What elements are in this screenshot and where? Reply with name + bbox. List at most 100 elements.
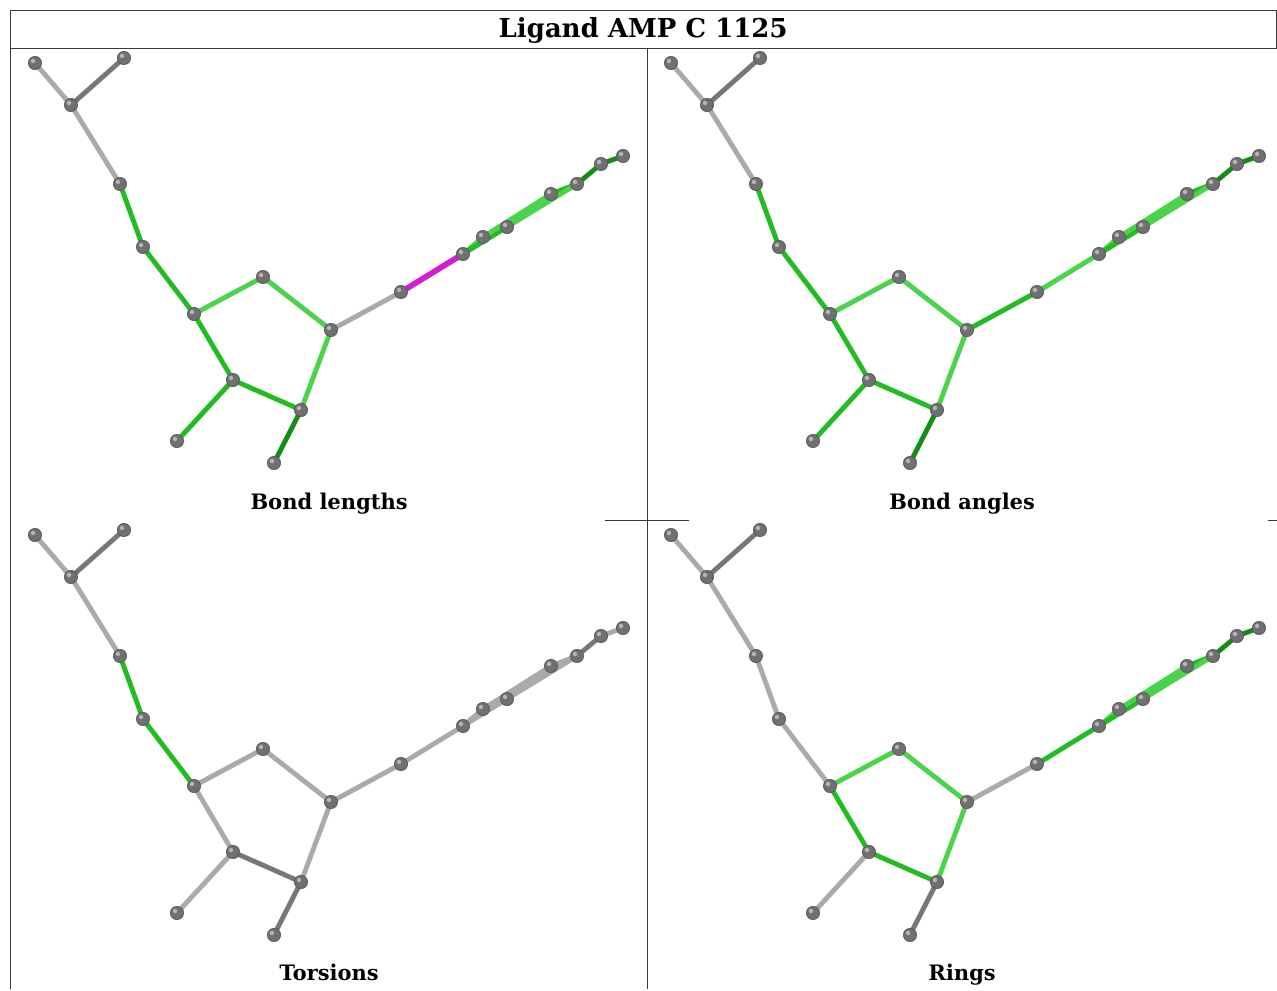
caption-torsions: Torsions	[279, 960, 379, 985]
bond	[1116, 663, 1190, 712]
bond	[1034, 251, 1102, 295]
atom	[862, 845, 876, 859]
atom	[544, 659, 558, 673]
atom-highlight	[702, 100, 708, 106]
atom	[903, 456, 917, 470]
atom	[1206, 649, 1220, 663]
panel-bond-angles: Bond angles	[648, 49, 1277, 519]
atom	[1180, 659, 1194, 673]
bond	[398, 723, 466, 767]
atom-highlight	[138, 714, 144, 720]
atom-highlight	[596, 159, 602, 165]
atom	[324, 795, 338, 809]
bond	[704, 102, 759, 187]
atom-highlight	[774, 242, 780, 248]
bond	[964, 289, 1040, 333]
bond	[907, 879, 940, 938]
bond	[827, 783, 872, 855]
bond	[810, 377, 872, 444]
bond	[260, 274, 334, 333]
bond	[191, 311, 236, 383]
atom	[892, 742, 906, 756]
atom	[806, 906, 820, 920]
atom	[753, 523, 767, 537]
atom-highlight	[172, 908, 178, 914]
atom-highlight	[502, 222, 508, 228]
atom-highlight	[478, 232, 484, 238]
atom-highlight	[1094, 721, 1100, 727]
atom	[64, 570, 78, 584]
atom	[187, 307, 201, 321]
atom-highlight	[296, 877, 302, 883]
atom	[823, 307, 837, 321]
atom	[117, 523, 131, 537]
atom-highlight	[138, 242, 144, 248]
bond	[140, 244, 197, 317]
atom-highlight	[666, 530, 672, 536]
atom-highlight	[1114, 232, 1120, 238]
atom	[170, 434, 184, 448]
atom	[1180, 187, 1194, 201]
bond	[776, 716, 833, 789]
bond	[298, 327, 334, 413]
atom-highlight	[905, 930, 911, 936]
atom-highlight	[1208, 179, 1214, 185]
bond	[230, 849, 304, 885]
atom	[1136, 220, 1150, 234]
atom-highlight	[932, 405, 938, 411]
atom	[28, 56, 42, 70]
atom-highlight	[1094, 249, 1100, 255]
bond	[1140, 181, 1216, 230]
bond	[328, 761, 404, 805]
atom-highlight	[478, 704, 484, 710]
atom	[753, 51, 767, 65]
table-left-border	[10, 10, 11, 989]
atom	[28, 528, 42, 542]
atom	[456, 719, 470, 733]
bond	[896, 746, 970, 805]
atom	[267, 456, 281, 470]
atom	[500, 220, 514, 234]
atom	[226, 373, 240, 387]
bond	[480, 191, 554, 240]
molecule-rings	[664, 523, 1266, 942]
atom	[960, 323, 974, 337]
atom	[772, 712, 786, 726]
atom-highlight	[458, 721, 464, 727]
atom-highlight	[396, 287, 402, 293]
atom	[394, 285, 408, 299]
atom-highlight	[1032, 287, 1038, 293]
atom	[1230, 157, 1244, 171]
atom	[1112, 230, 1126, 244]
bond	[827, 746, 902, 789]
atom	[64, 98, 78, 112]
bond	[753, 181, 782, 250]
bond	[398, 251, 466, 295]
bond	[68, 55, 127, 108]
atom	[294, 875, 308, 889]
atom-highlight	[502, 694, 508, 700]
atom	[700, 98, 714, 112]
table-top-border	[10, 10, 1277, 11]
atom	[664, 56, 678, 70]
bond	[174, 377, 236, 444]
atom-highlight	[258, 744, 264, 750]
atom-highlight	[1254, 623, 1260, 629]
bond	[480, 663, 554, 712]
bond	[1034, 723, 1102, 767]
atom	[892, 270, 906, 284]
column-divider	[647, 48, 648, 989]
atom	[294, 403, 308, 417]
atom-highlight	[115, 179, 121, 185]
atom	[256, 270, 270, 284]
bond	[117, 653, 146, 722]
atom-highlight	[618, 151, 624, 157]
atom	[1030, 757, 1044, 771]
atom	[772, 240, 786, 254]
atom	[1092, 247, 1106, 261]
title-divider	[10, 48, 1277, 49]
panel-bond-lengths: Bond lengths	[11, 49, 647, 519]
row-divider-right-tick	[1268, 520, 1277, 521]
atom-highlight	[66, 100, 72, 106]
atom-highlight	[546, 661, 552, 667]
